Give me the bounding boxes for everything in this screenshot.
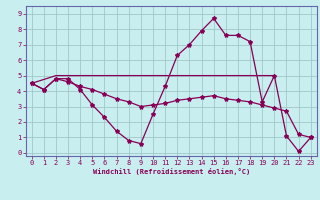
X-axis label: Windchill (Refroidissement éolien,°C): Windchill (Refroidissement éolien,°C) (92, 168, 250, 175)
